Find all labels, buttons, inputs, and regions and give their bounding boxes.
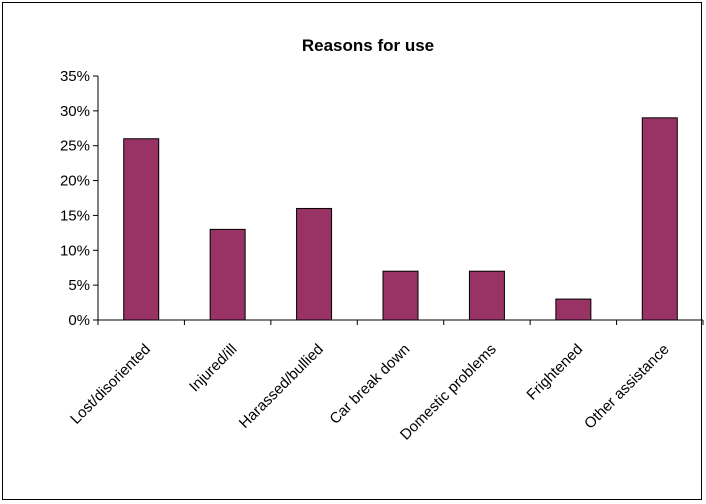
bar [296,207,333,321]
bar [555,298,592,321]
y-tick-label: 25% [60,138,90,155]
y-tick-label: 5% [68,277,90,294]
x-tick-label: Lost/disoriented [67,341,154,428]
bar [209,228,246,321]
x-axis-ticks [97,320,704,325]
chart-title: Reasons for use [302,36,434,55]
y-tick-label: 35% [60,68,90,85]
x-tick-label: Harassed/bullied [236,341,327,432]
y-tick-label: 20% [60,173,90,190]
x-tick-label: Car break down [326,341,413,428]
bars [123,117,678,321]
bar [641,117,678,321]
bar [382,270,419,321]
x-axis-labels: Lost/disoriented Injured/illHarassed/bull… [67,341,672,444]
x-tick-label: Domestic problems [397,341,500,444]
x-tick-label: Frightened [523,341,586,404]
y-tick-label: 0% [68,312,90,329]
y-tick-label: 15% [60,207,90,224]
x-tick-label: Other assistance [581,341,673,433]
y-axis-ticks: 0% 5% 10% 15% 20% 25% 30% 35% [60,68,98,329]
bar [123,138,160,321]
y-tick-label: 10% [60,242,90,259]
bar [468,270,505,321]
chart-area [2,2,702,500]
x-tick-label: Injured/ill [186,341,240,395]
y-tick-label: 30% [60,103,90,120]
